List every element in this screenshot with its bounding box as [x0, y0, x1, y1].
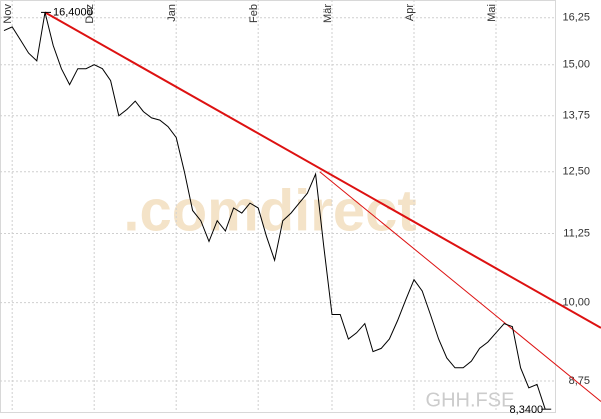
x-tick-label: Feb [248, 4, 260, 23]
y-tick-label: 13,75 [562, 110, 590, 122]
trend-line [44, 11, 601, 329]
symbol: GHH.FSE [426, 389, 515, 411]
x-tick-label: Mär [322, 4, 334, 23]
y-tick-label: 8,75 [569, 375, 590, 387]
value-label: 8,3400 [510, 404, 544, 416]
x-tick-label: Nov [2, 4, 14, 24]
x-tick-label: Mai [486, 4, 498, 22]
price-line [3, 12, 546, 410]
y-tick-label: 16,25 [562, 12, 590, 24]
y-tick-label: 11,25 [563, 227, 590, 239]
x-tick-label: Dez [84, 4, 96, 24]
y-tick-label: 15,00 [562, 59, 590, 71]
x-tick-label: Jan [166, 4, 178, 22]
trend-line [319, 171, 601, 402]
plot-frame [0, 0, 556, 413]
y-tick-label: 12,50 [562, 166, 590, 178]
x-tick-label: Apr [404, 4, 416, 21]
y-tick-label: 10,00 [562, 297, 590, 309]
value-label: 16,4000 [53, 6, 93, 18]
